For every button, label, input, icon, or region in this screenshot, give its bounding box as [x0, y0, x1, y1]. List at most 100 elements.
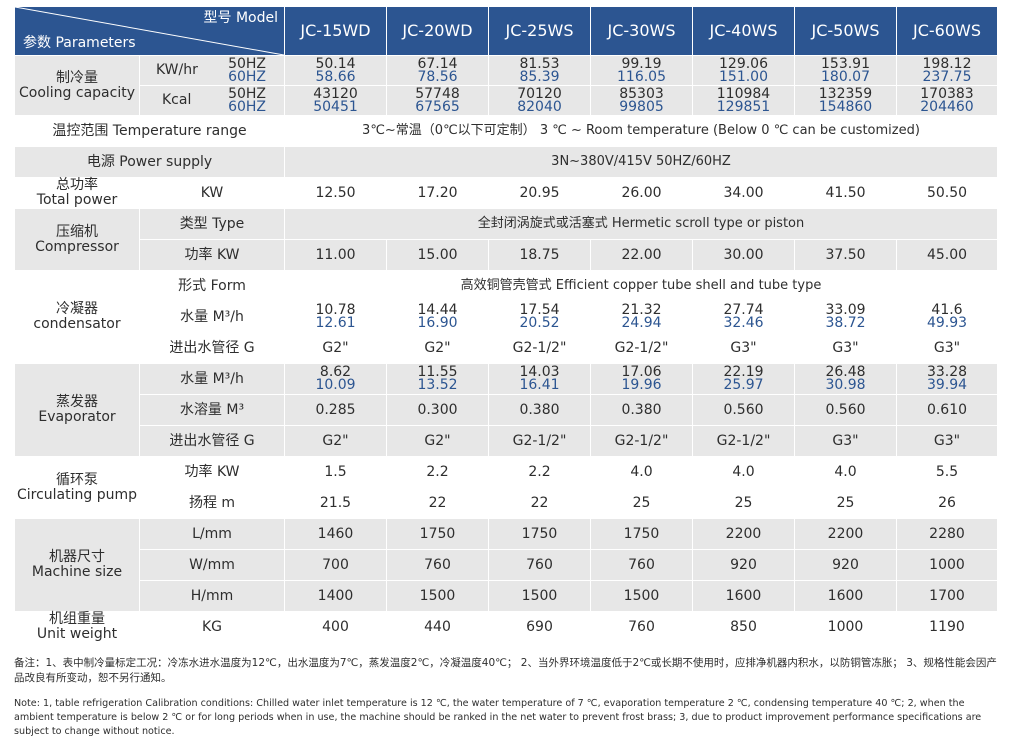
cooling-kw-cell: 99.19 116.05 [590, 55, 693, 86]
value-cell: G3" [794, 425, 897, 457]
flow-cell: 26.48 30.98 [794, 363, 897, 395]
val-50hz: 43120 [313, 85, 358, 102]
flow-cell: 21.32 24.94 [590, 301, 693, 333]
condenser-form-value: 高效铜管壳管式 Efficient copper tube shell and … [284, 270, 998, 302]
flow-cell: 14.03 16.41 [488, 363, 591, 395]
val-60hz: 237.75 [922, 68, 972, 85]
val-50hz: 57748 [415, 85, 460, 102]
flow-cell: 22.19 25.97 [692, 363, 795, 395]
val-60hz: 16.41 [519, 377, 560, 393]
condenser-flow-row: 水量 M³/h 10.78 12.61 14.44 16.90 17.54 20.52… [15, 301, 998, 333]
flow-cell: 11.55 13.52 [386, 363, 489, 395]
value-cell: 1500 [386, 580, 489, 612]
val-50hz: 110984 [716, 85, 771, 102]
pump-label-cn: 循环泵 [56, 471, 98, 488]
header-corner: 型号 Model 参数 Parameters [14, 6, 285, 56]
flow-cell: 17.06 19.96 [590, 363, 693, 395]
condenser-label-en: condensator [33, 316, 121, 332]
value-cell: 1190 [896, 611, 998, 643]
total-power-label-cn: 总功率 [56, 177, 98, 194]
value-cell: 2.2 [386, 456, 489, 488]
value-cell: G2" [284, 425, 387, 457]
cooling-label: 制冷量 Cooling capacity [14, 55, 140, 116]
compressor-type-value: 全封闭涡旋式或活塞式 Hermetic scroll type or pisto… [284, 208, 998, 240]
pump-head-label: 扬程 m [139, 487, 285, 519]
val-60hz: 20.52 [519, 315, 560, 331]
value-cell: 0.610 [896, 394, 998, 426]
evaporator-flow-row: 蒸发器 Evaporator 水量 M³/h 8.62 10.09 11.55 13… [14, 363, 998, 457]
value-cell: 15.00 [386, 239, 489, 271]
value-cell: 920 [794, 549, 897, 581]
value-cell: G3" [794, 332, 897, 364]
value-cell: 760 [590, 549, 693, 581]
weight-row: 机组重量 Unit weight KG 400 440 690 760 850 … [14, 611, 998, 643]
cooling-kcal-cell: 132359 154860 [794, 85, 897, 116]
value-cell: 30.00 [692, 239, 795, 271]
weight-unit: KG [139, 611, 285, 643]
value-cell: 25 [590, 487, 693, 519]
value-cell: 1750 [590, 518, 693, 550]
size-label: 机器尺寸 Machine size [14, 518, 140, 612]
cooling-kcal-cell: 43120 50451 [284, 85, 387, 116]
evaporator-volume-row: 水溶量 M³ 0.285 0.300 0.380 0.380 0.560 0.5… [14, 394, 998, 426]
value-cell: 20.95 [488, 177, 591, 209]
pump-head-row: 扬程 m 21.5 22 22 25 25 25 26 [15, 487, 998, 519]
cooling-kcal-cell: 57748 67565 [386, 85, 489, 116]
value-cell: 50.50 [896, 177, 998, 209]
value-cell: G2-1/2" [692, 425, 795, 457]
cooling-kcal-cell: 85303 99805 [590, 85, 693, 116]
value-cell: G2-1/2" [590, 425, 693, 457]
value-cell: 4.0 [692, 456, 795, 488]
val-60hz: 13.52 [417, 377, 458, 393]
value-cell: 4.0 [794, 456, 897, 488]
total-power-label-en: Total power [36, 192, 118, 208]
size-l-label: L/mm [139, 518, 285, 550]
val-60hz: 49.93 [926, 315, 968, 331]
weight-label-cn: 机组重量 [49, 611, 105, 628]
value-cell: 22 [386, 487, 489, 519]
val-60hz: 204460 [920, 98, 974, 115]
power-supply-label: 电源 Power supply [14, 146, 285, 178]
value-cell: 37.50 [794, 239, 897, 271]
value-cell: 4.0 [590, 456, 693, 488]
total-power-label: 总功率 Total power [14, 177, 140, 209]
cooling-kw-cell: 153.91 180.07 [794, 55, 897, 86]
val-50hz: 129.06 [719, 55, 768, 72]
val-60hz: 38.72 [825, 315, 866, 331]
value-cell: 18.75 [488, 239, 591, 271]
value-cell: 400 [284, 611, 387, 643]
value-cell: 41.50 [794, 177, 897, 209]
condenser-form-row: 冷凝器 condensator 形式 Form 高效铜管壳管式 Efficien… [14, 270, 998, 364]
value-cell: G2-1/2" [488, 332, 591, 364]
value-cell: 920 [692, 549, 795, 581]
value-cell: 26.00 [590, 177, 693, 209]
compressor-label-cn: 压缩机 [56, 223, 98, 240]
cooling-kw-cell: 67.14 78.56 [386, 55, 489, 86]
unit-kcal: Kcal [162, 92, 192, 109]
flow-cell: 14.44 16.90 [386, 301, 489, 333]
compressor-power-row: 功率 KW 11.00 15.00 18.75 22.00 30.00 37.5… [14, 239, 998, 271]
val-50hz: 8.62 [319, 364, 352, 380]
val-60hz: 12.61 [315, 315, 356, 331]
temp-range-row: 温控范围 Temperature range 3℃~常温（0℃以下可定制） 3 … [14, 115, 998, 147]
model-label: 型号 Model [203, 10, 278, 26]
spec-table: 型号 Model 参数 Parameters JC-15WD JC-20WD J… [14, 6, 998, 643]
pump-label-en: Circulating pump [16, 486, 138, 503]
evaporator-pipe-label: 进出水管径 G [139, 425, 285, 457]
value-cell: 0.560 [692, 394, 795, 426]
compressor-type-label: 类型 Type [139, 208, 285, 240]
value-cell: 760 [386, 549, 489, 581]
val-50hz: 50.14 [315, 55, 356, 72]
cooling-label-cn: 制冷量 [56, 69, 98, 86]
size-label-cn: 机器尺寸 [49, 549, 105, 566]
val-60hz: 154860 [818, 98, 873, 115]
value-cell: 2200 [692, 518, 795, 550]
size-h-label: H/mm [139, 580, 285, 612]
val-50hz: 27.74 [723, 302, 764, 318]
value-cell: G2-1/2" [590, 332, 693, 364]
val-50hz: 26.48 [825, 364, 866, 380]
value-cell: 1000 [794, 611, 897, 643]
value-cell: G3" [896, 425, 998, 457]
value-cell: 0.285 [284, 394, 387, 426]
evaporator-label: 蒸发器 Evaporator [14, 363, 140, 457]
